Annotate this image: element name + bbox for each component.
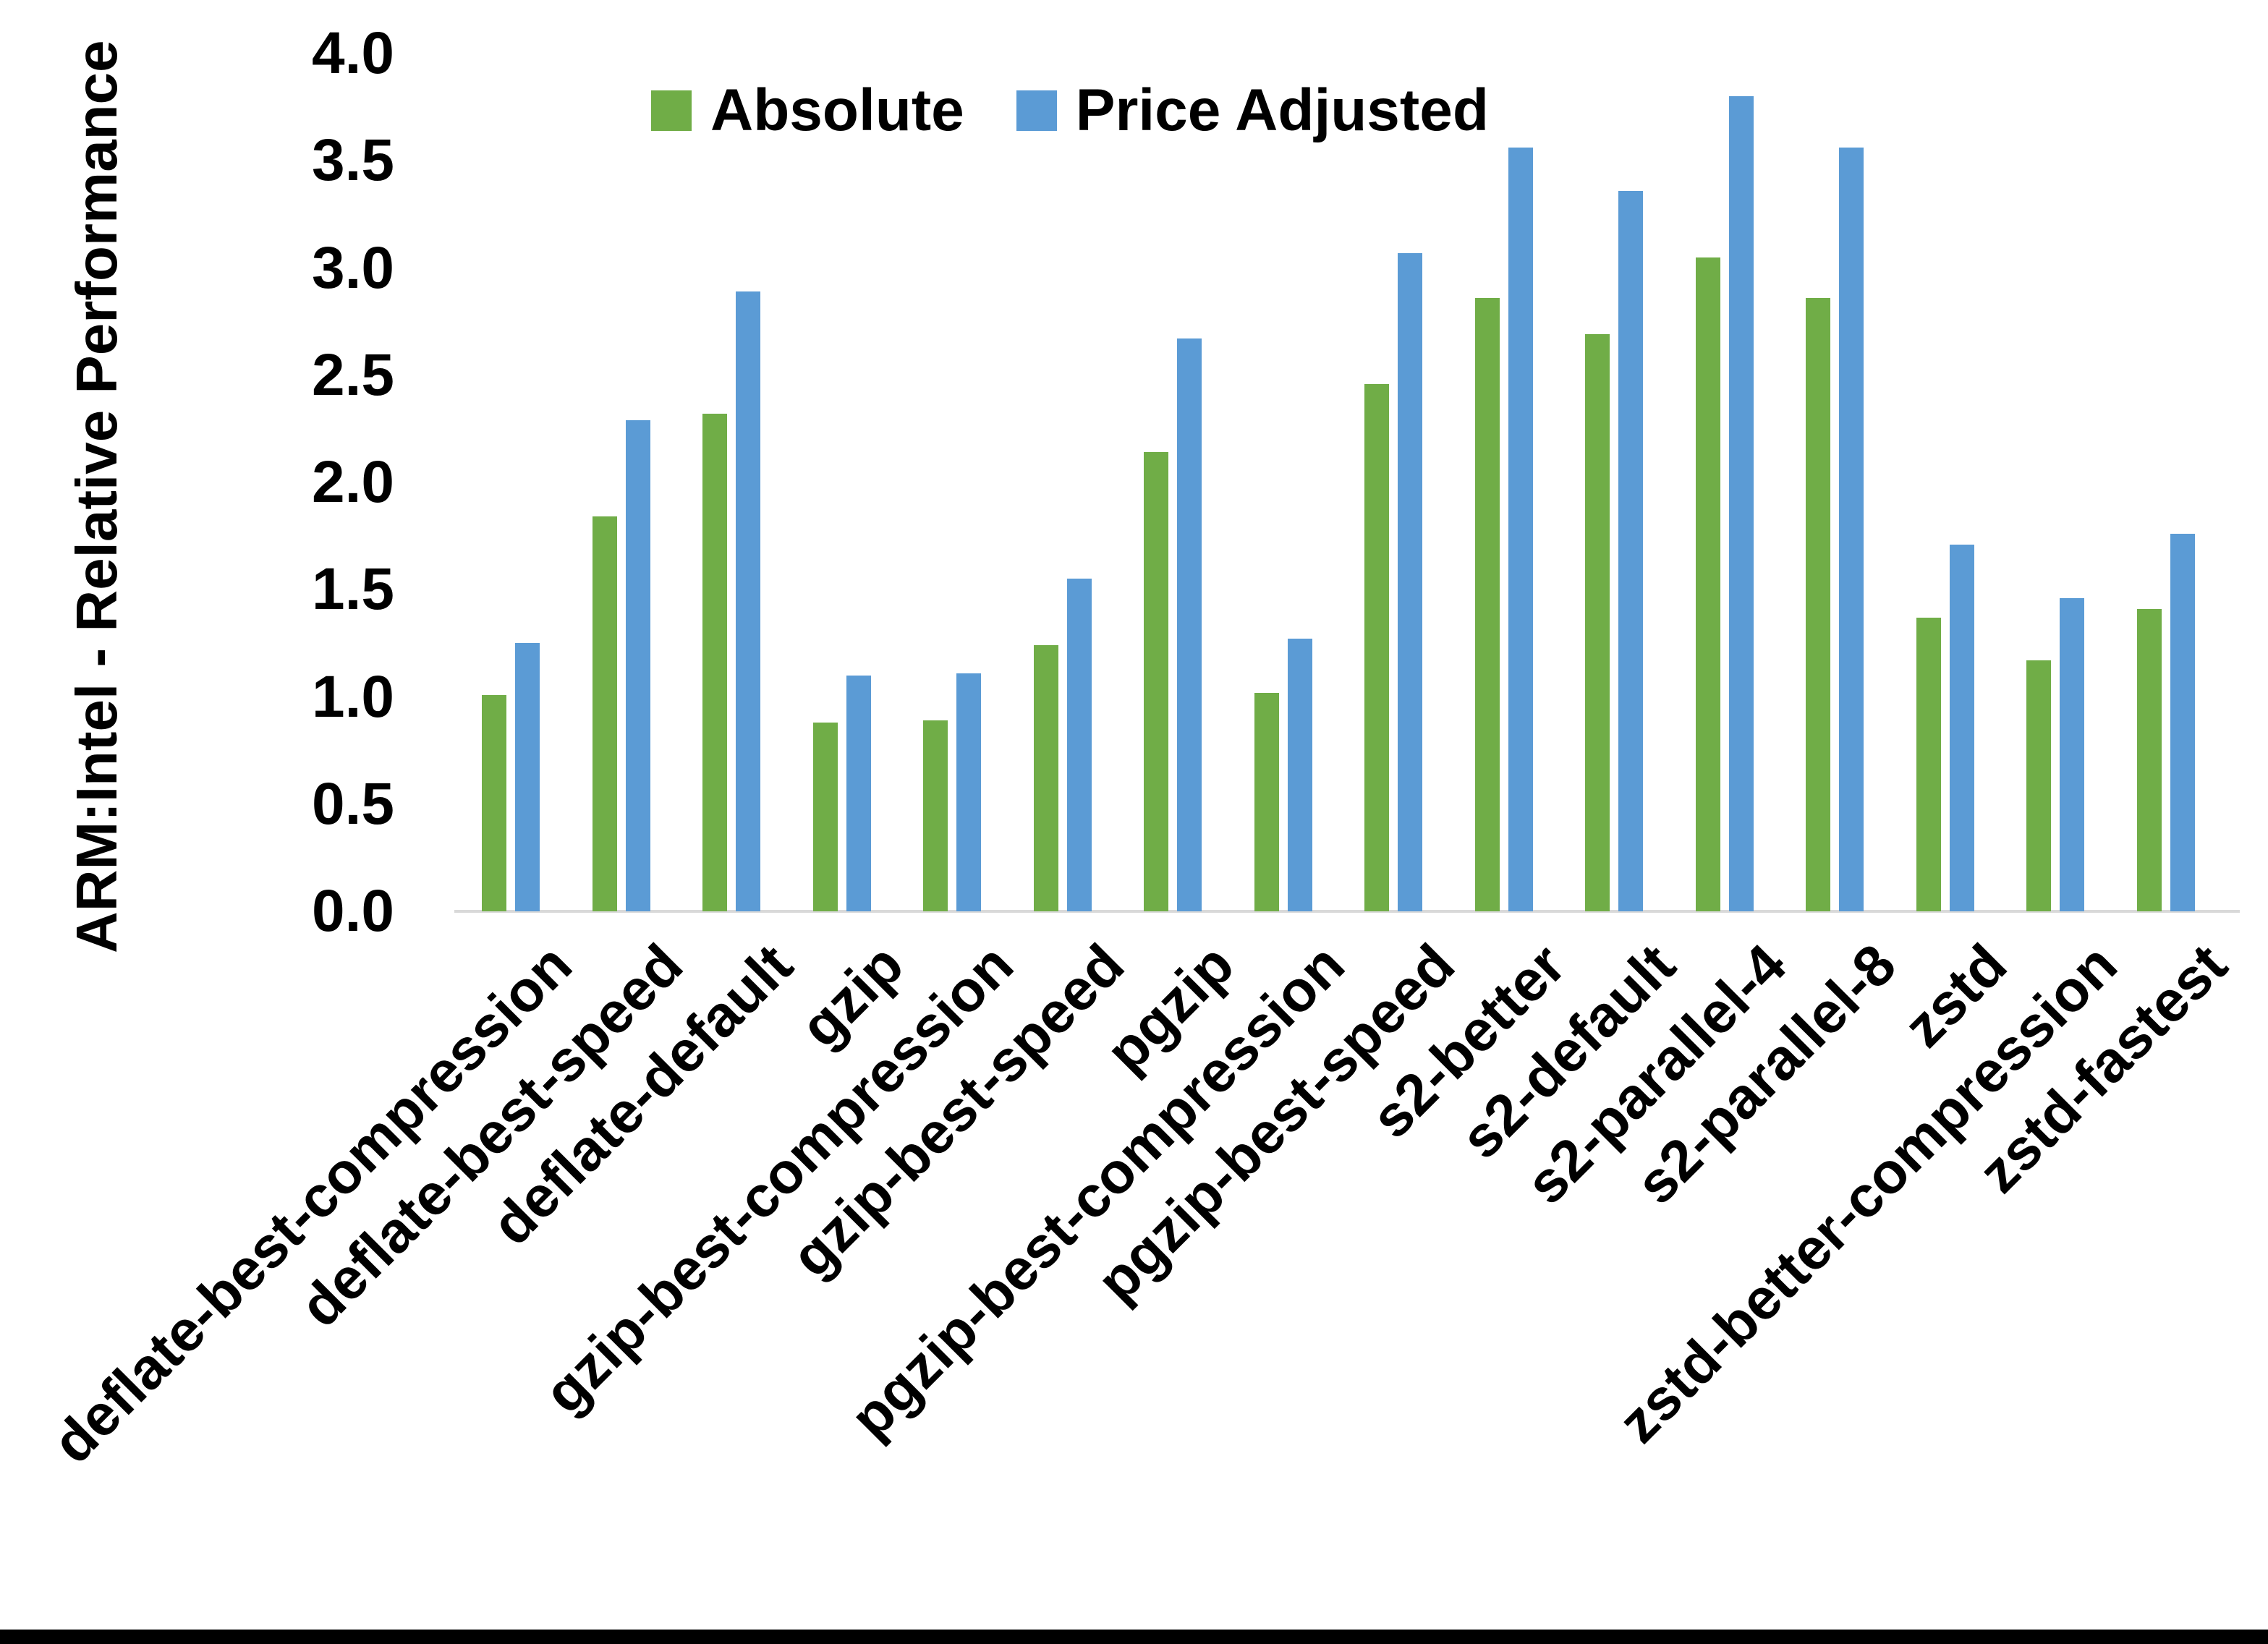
y-tick-label: 3.0	[312, 234, 394, 301]
bar-absolute-zstd-fastest	[2136, 608, 2162, 911]
bar-absolute-pgzip	[1144, 452, 1168, 911]
bar-price-adjusted-s2-default	[1618, 190, 1643, 911]
legend-label-absolute: Absolute	[710, 77, 964, 143]
bar-price-adjusted-pgzip-best-compression	[1287, 639, 1312, 911]
bar-price-adjusted-zstd-better-compression	[2060, 598, 2084, 911]
bar-absolute-deflate-best-speed	[592, 516, 617, 911]
bar-price-adjusted-deflate-best-speed	[625, 420, 650, 911]
bar-absolute-zstd-better-compression	[2026, 660, 2051, 911]
bar-price-adjusted-pgzip-best-speed	[1398, 252, 1422, 911]
y-tick-label: 1.0	[312, 663, 394, 730]
bar-price-adjusted-gzip	[846, 675, 871, 911]
legend-label-price-adjusted: Price Adjusted	[1075, 77, 1489, 143]
y-tick-label: 0.0	[312, 878, 394, 944]
x-axis-line	[454, 910, 2240, 913]
y-tick-label: 2.0	[312, 449, 394, 515]
bar-price-adjusted-zstd	[1949, 544, 1974, 911]
bar-price-adjusted-deflate-best-compression	[515, 643, 540, 911]
bar-absolute-pgzip-best-speed	[1364, 383, 1389, 911]
bar-absolute-s2-better	[1474, 298, 1500, 911]
bar-price-adjusted-gzip-best-speed	[1066, 579, 1092, 911]
bar-price-adjusted-gzip-best-compression	[956, 673, 981, 911]
bar-price-adjusted-s2-better	[1508, 148, 1533, 911]
bar-price-adjusted-deflate-default	[736, 291, 760, 911]
legend-swatch-price-adjusted-icon	[1016, 90, 1057, 131]
y-tick-label: 3.5	[312, 127, 394, 194]
bar-absolute-pgzip-best-compression	[1254, 692, 1279, 911]
bar-price-adjusted-zstd-fastest	[2170, 534, 2195, 911]
legend-swatch-absolute-icon	[651, 90, 692, 131]
bar-absolute-s2-parallel-4	[1695, 257, 1720, 911]
bar-absolute-deflate-default	[702, 414, 727, 911]
bar-absolute-gzip	[812, 723, 838, 911]
legend: Absolute Price Adjusted	[651, 81, 1489, 140]
y-tick-label: 1.5	[312, 556, 394, 623]
bar-absolute-s2-default	[1585, 334, 1610, 911]
y-tick-label: 4.0	[312, 20, 394, 86]
y-tick-label: 0.5	[312, 770, 394, 837]
bar-price-adjusted-s2-parallel-4	[1728, 96, 1754, 911]
bar-absolute-s2-parallel-8	[1806, 298, 1830, 911]
bottom-border	[0, 1630, 2268, 1644]
bar-absolute-deflate-best-compression	[482, 694, 506, 911]
y-tick-label: 2.5	[312, 341, 394, 408]
bar-absolute-gzip-best-compression	[923, 720, 948, 911]
legend-item-absolute: Absolute	[651, 81, 964, 140]
bar-price-adjusted-pgzip	[1177, 338, 1202, 911]
bar-price-adjusted-s2-parallel-8	[1839, 148, 1864, 911]
bar-absolute-zstd	[1916, 617, 1941, 911]
legend-item-price-adjusted: Price Adjusted	[1016, 81, 1489, 140]
bar-absolute-gzip-best-speed	[1033, 645, 1058, 911]
